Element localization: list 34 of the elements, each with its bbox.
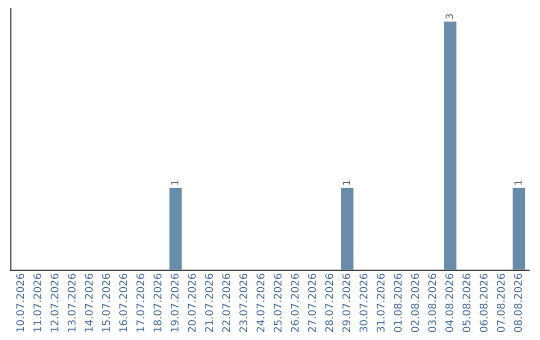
x-tick-label: 12.07.2026 (50, 274, 58, 332)
x-tick-label: 31.07.2026 (376, 274, 385, 332)
data-label: 1 (342, 180, 350, 185)
x-tick-label: 21.07.2026 (205, 274, 213, 332)
x-tick-label: 15.07.2026 (102, 274, 110, 332)
x-tick-label: 19.07.2026 (170, 274, 179, 332)
x-tick-label: 23.07.2026 (239, 274, 248, 332)
x-tick-label: 27.07.2026 (308, 274, 316, 332)
x-tick-label: 03.08.2026 (428, 274, 436, 332)
x-tick-label: 07.08.2026 (496, 274, 505, 332)
x-tick-label: 14.07.2026 (84, 274, 93, 332)
x-tick-label: 18.07.2026 (154, 274, 162, 332)
x-tick-label: 10.07.2026 (16, 274, 24, 332)
x-tick-label: 01.08.2026 (394, 274, 402, 332)
x-tick-label: 02.08.2026 (411, 274, 419, 332)
x-tick-label: 24.07.2026 (256, 274, 264, 332)
x-tick-label: 13.07.2026 (68, 274, 76, 332)
x-tick-label: 29.07.2026 (342, 274, 350, 332)
x-tick-label: 06.08.2026 (480, 274, 488, 332)
x-tick-label: 05.08.2026 (462, 274, 470, 332)
x-tick-label: 20.07.2026 (188, 274, 196, 332)
x-tick-label: 30.07.2026 (360, 274, 368, 332)
data-label: 3 (446, 14, 454, 19)
x-tick-label: 26.07.2026 (290, 274, 299, 332)
x-tick-label: 17.07.2026 (136, 274, 144, 332)
x-tick-label: 22.07.2026 (222, 274, 230, 332)
x-tick-label: 16.07.2026 (119, 274, 128, 332)
x-tick-label: 25.07.2026 (274, 274, 282, 332)
x-tick-label: 28.07.2026 (325, 274, 334, 332)
data-label: 1 (514, 180, 522, 185)
x-tick-label: 11.07.2026 (33, 274, 42, 332)
x-tick-label: 08.08.2026 (514, 274, 522, 332)
x-tick-label: 04.08.2026 (445, 274, 454, 332)
data-label: 1 (171, 180, 178, 185)
